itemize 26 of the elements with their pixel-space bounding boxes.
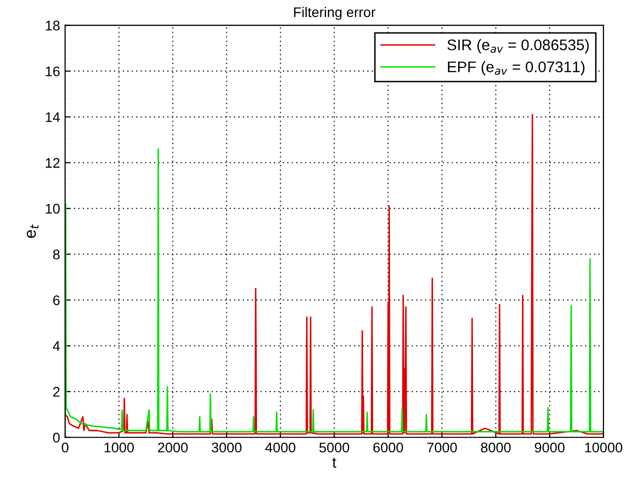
legend-label: EPF (e$_{av}$ = 0.07311) xyxy=(448,61,584,76)
y-tick-label: 12 xyxy=(46,158,60,168)
y-tick-label: 18 xyxy=(46,20,60,31)
y-tick-label: 2 xyxy=(53,386,60,397)
x-axis-title: t xyxy=(332,458,336,468)
x-tick-label: 4000 xyxy=(265,442,296,452)
y-tick-label: 14 xyxy=(46,112,60,122)
legend-label: SIR (e$_{av}$ = 0.086535) xyxy=(447,39,589,54)
y-tick-label: 16 xyxy=(46,66,60,76)
x-tick-label: 3000 xyxy=(212,442,242,452)
x-tick-label: 8000 xyxy=(480,442,511,452)
x-tick-label: 6000 xyxy=(373,442,404,452)
x-tick-label: 1000 xyxy=(104,442,134,452)
y-tick-label: 8 xyxy=(53,250,60,260)
chart-title: Filtering error xyxy=(294,6,376,20)
y-axis-title: e$_{t}$ xyxy=(26,224,38,238)
x-tick-label: 0 xyxy=(62,442,68,452)
y-tick-label: 6 xyxy=(53,295,60,306)
y-tick-label: 10 xyxy=(46,204,60,214)
y-tick-label: 0 xyxy=(53,432,60,443)
x-tick-label: 5000 xyxy=(319,442,350,452)
x-tick-label: 10000 xyxy=(585,442,622,452)
y-tick-label: 4 xyxy=(52,341,60,351)
x-tick-label: 2000 xyxy=(158,442,188,452)
x-tick-label: 9000 xyxy=(534,442,565,452)
x-tick-label: 7000 xyxy=(427,442,457,452)
